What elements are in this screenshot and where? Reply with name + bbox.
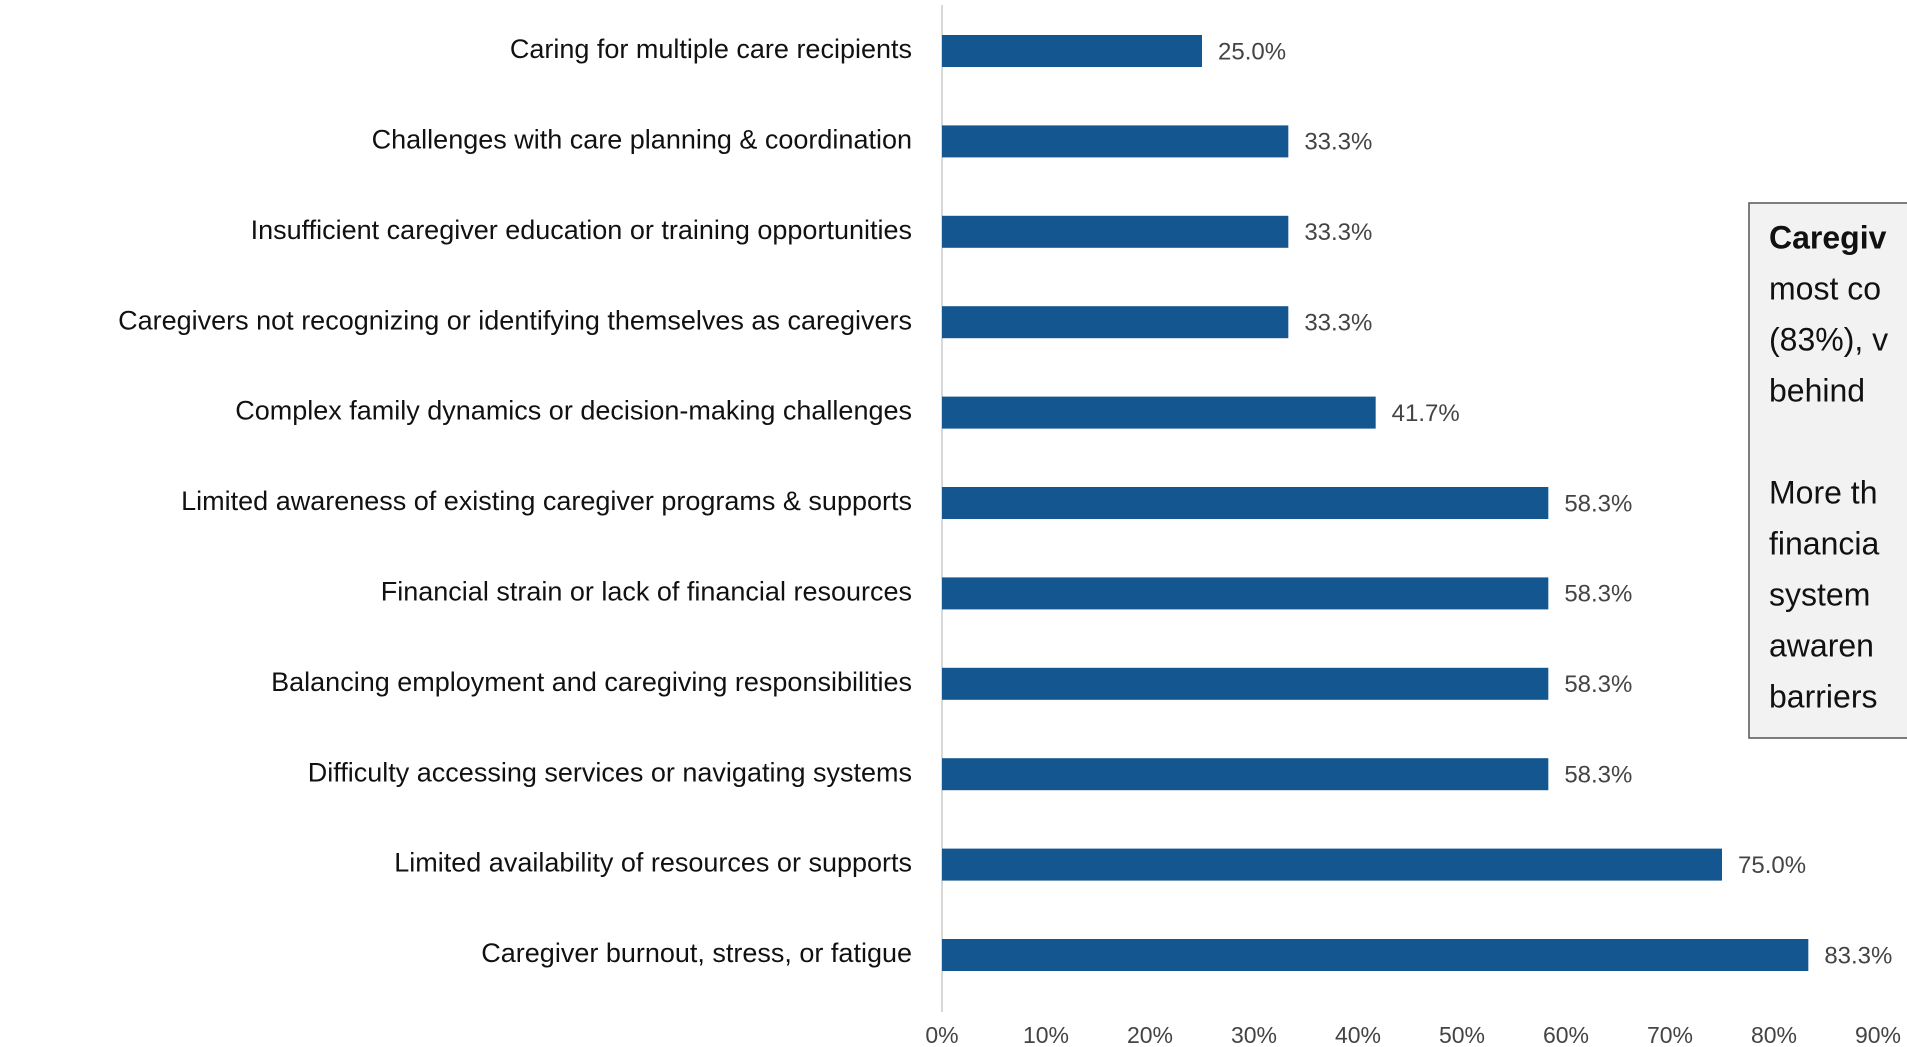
value-label: 58.3% [1564, 490, 1632, 517]
annotation-text: (83%), v [1769, 321, 1888, 357]
value-label: 33.3% [1304, 219, 1372, 246]
annotation-text: Caregiv [1769, 219, 1887, 255]
annotation-text: More th [1769, 474, 1877, 510]
bar [942, 396, 1376, 429]
x-tick-label: 70% [1647, 1022, 1693, 1047]
bar [942, 667, 1549, 700]
x-tick-label: 40% [1335, 1022, 1381, 1047]
annotation-text: most co [1769, 270, 1881, 306]
x-tick-label: 10% [1023, 1022, 1069, 1047]
annotation-text: system [1769, 576, 1870, 612]
category-label: Balancing employment and caregiving resp… [271, 667, 912, 697]
value-label: 33.3% [1304, 129, 1372, 156]
x-tick-label: 50% [1439, 1022, 1485, 1047]
category-label: Caregivers not recognizing or identifyin… [118, 305, 912, 335]
category-label: Caring for multiple care recipients [510, 34, 912, 64]
category-label: Limited availability of resources or sup… [394, 848, 912, 878]
category-label: Insufficient caregiver education or trai… [251, 215, 912, 245]
value-label: 41.7% [1392, 400, 1460, 427]
value-label: 75.0% [1738, 852, 1806, 879]
category-label: Challenges with care planning & coordina… [372, 125, 912, 155]
annotation-text: awaren [1769, 627, 1874, 663]
x-tick-label: 30% [1231, 1022, 1277, 1047]
bar [942, 848, 1722, 881]
annotation-text: financia [1769, 525, 1880, 561]
bar [942, 125, 1289, 158]
category-label: Difficulty accessing services or navigat… [308, 757, 912, 787]
category-label: Limited awareness of existing caregiver … [181, 486, 912, 516]
value-label: 33.3% [1304, 310, 1372, 337]
bar [942, 306, 1289, 339]
annotation-text: behind [1769, 372, 1865, 408]
value-label: 58.3% [1564, 671, 1632, 698]
bar [942, 758, 1549, 791]
category-label: Caregiver burnout, stress, or fatigue [481, 938, 912, 968]
category-label: Financial strain or lack of financial re… [381, 577, 912, 607]
x-tick-label: 90% [1855, 1022, 1901, 1047]
bar [942, 215, 1289, 248]
bar [942, 577, 1549, 610]
category-label: Complex family dynamics or decision-maki… [235, 396, 912, 426]
value-label: 58.3% [1564, 762, 1632, 789]
x-tick-label: 80% [1751, 1022, 1797, 1047]
bar [942, 487, 1549, 519]
bar [942, 939, 1809, 971]
x-tick-label: 60% [1543, 1022, 1589, 1047]
bar [942, 35, 1202, 67]
x-tick-label: 0% [925, 1022, 958, 1047]
x-tick-label: 20% [1127, 1022, 1173, 1047]
value-label: 58.3% [1564, 581, 1632, 608]
value-label: 83.3% [1824, 942, 1892, 969]
annotation-box [1748, 202, 1907, 739]
value-label: 25.0% [1218, 38, 1286, 65]
annotation-text: barriers [1769, 678, 1877, 714]
